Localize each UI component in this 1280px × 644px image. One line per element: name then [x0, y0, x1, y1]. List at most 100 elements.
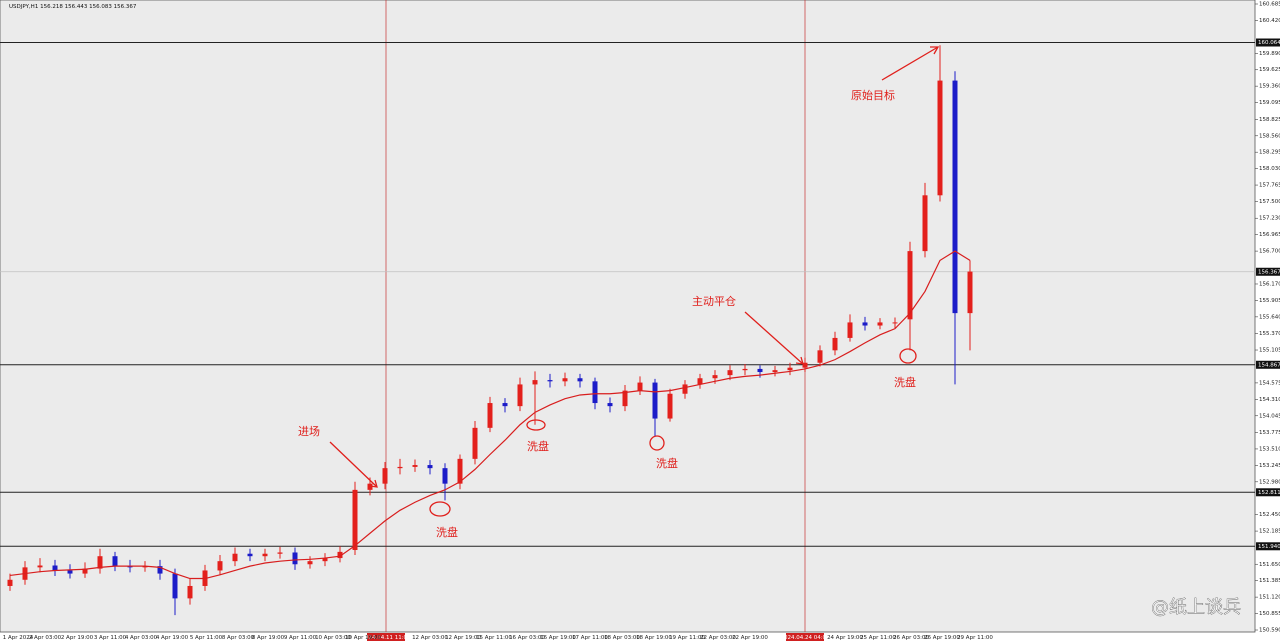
- x-tick-label: 24 Apr 19:00: [827, 635, 863, 641]
- candle-body: [367, 483, 373, 490]
- candle-body: [922, 195, 928, 252]
- x-tick-label: 17 Apr 11:00: [572, 635, 608, 641]
- last-price-label: 156.367: [1258, 269, 1280, 275]
- x-tick-label: 9 Apr 11:00: [284, 635, 317, 641]
- level-box: [1256, 38, 1280, 47]
- header: USDJPY,H1 156.218 156.443 156.083 156.36…: [9, 4, 137, 10]
- x-tick-label: 22 Apr 19:00: [732, 635, 768, 641]
- header-close: 156.367: [114, 4, 137, 10]
- time-highlight: [786, 633, 824, 641]
- x-tick-label: 10 Apr 03:00: [315, 635, 351, 641]
- y-tick-label: 151.120: [1259, 595, 1280, 601]
- y-tick-label: 159.360: [1259, 84, 1280, 90]
- annotation: 洗盘: [656, 456, 678, 470]
- candle-body: [247, 553, 253, 557]
- y-tick-label: 155.640: [1259, 314, 1280, 320]
- x-tick-label: 3 Apr 11:00: [94, 635, 127, 641]
- x-tick-label: 18 Apr 03:00: [604, 635, 640, 641]
- candle-body: [892, 322, 898, 324]
- x-tick-label: 15 Apr 11:00: [476, 635, 512, 641]
- x-tick-label: 4 Apr 19:00: [156, 635, 189, 641]
- x-tick-label: 25 Apr 11:00: [860, 635, 896, 641]
- candle-body: [742, 368, 748, 371]
- header-high: 156.443: [65, 4, 88, 10]
- y-tick-label: 155.905: [1259, 298, 1280, 304]
- arrow: [744, 311, 804, 365]
- candle-body: [757, 368, 763, 373]
- candle-body: [82, 568, 88, 574]
- candle-body: [412, 465, 418, 467]
- candle-body: [307, 561, 313, 565]
- y-tick-label: 153.775: [1259, 430, 1280, 436]
- y-tick-label: 155.105: [1259, 348, 1280, 354]
- header-open: 156.218: [40, 4, 63, 10]
- level-box: [1256, 360, 1280, 369]
- level-box: [1256, 542, 1280, 551]
- annotation: 洗盘: [527, 439, 549, 453]
- candle-body: [727, 370, 733, 376]
- annotation: 洗盘: [894, 375, 916, 389]
- x-tick-label: 5 Apr 11:00: [190, 635, 223, 641]
- candle-body: [187, 585, 193, 599]
- x-tick-label: 12 Apr 19:00: [445, 635, 481, 641]
- y-tick-label: 160.685: [1259, 2, 1280, 8]
- x-tick-label: 12 Apr 03:00: [412, 635, 448, 641]
- candle-body: [52, 565, 58, 571]
- time-highlight-label: 2024.04.24 04:00: [780, 635, 830, 641]
- candle-body: [787, 367, 793, 371]
- candle-body: [637, 382, 643, 391]
- time-highlight-label: 2024.04.11 11:00: [361, 635, 411, 641]
- candle-body: [667, 393, 673, 419]
- y-tick-label: 157.765: [1259, 183, 1280, 189]
- y-tick-label: 150.590: [1259, 628, 1280, 634]
- candle-body: [937, 80, 943, 196]
- x-tick-label: 2 Apr 19:00: [61, 635, 94, 641]
- x-tick-label: 16 Apr 03:00: [509, 635, 545, 641]
- candle-body: [172, 573, 178, 599]
- candle-body: [502, 403, 508, 407]
- y-tick-label: 157.230: [1259, 216, 1280, 222]
- circle: [649, 435, 665, 451]
- x-tick-label: 26 Apr 03:00: [893, 635, 929, 641]
- candle-body: [802, 362, 808, 368]
- header-low: 156.083: [89, 4, 112, 10]
- candle-body: [442, 468, 448, 484]
- candle-body: [862, 322, 868, 326]
- candle-body: [7, 579, 13, 586]
- annotation: 主动平仓: [692, 294, 736, 308]
- x-tick-label: 22 Apr 03:00: [700, 635, 736, 641]
- x-tick-label: 8 Apr 03:00: [222, 635, 255, 641]
- plot-area: [0, 0, 1256, 633]
- x-tick-label: 16 Apr 19:00: [540, 635, 576, 641]
- candle-body: [907, 251, 913, 320]
- level-label: 154.867: [1258, 362, 1280, 368]
- x-tick-label: 29 Apr 11:00: [957, 635, 993, 641]
- y-tick-label: 154.310: [1259, 397, 1280, 403]
- candle-body: [472, 427, 478, 459]
- candle-body: [97, 556, 103, 569]
- candle-body: [397, 466, 403, 469]
- y-tick-label: 158.825: [1259, 117, 1280, 123]
- y-tick-label: 152.980: [1259, 479, 1280, 485]
- candle-body: [352, 489, 358, 551]
- candle-body: [967, 271, 973, 314]
- annotation: 原始目标: [851, 88, 895, 102]
- candle-body: [232, 553, 238, 562]
- level-label: 160.064: [1258, 40, 1280, 46]
- moving-average: [9, 250, 971, 580]
- y-tick-label: 158.030: [1259, 166, 1280, 172]
- arrow: [881, 46, 939, 81]
- candle-body: [847, 322, 853, 338]
- x-tick-label: 19 Apr 11:00: [669, 635, 705, 641]
- arrow: [329, 441, 378, 488]
- candle-body: [292, 552, 298, 565]
- y-tick-label: 156.965: [1259, 232, 1280, 238]
- candle-body: [547, 380, 553, 382]
- y-tick-label: 159.890: [1259, 51, 1280, 57]
- watermark: @纸上谈兵: [1151, 597, 1241, 618]
- annotation: 洗盘: [436, 525, 458, 539]
- circle: [899, 348, 917, 364]
- candle-body: [37, 565, 43, 568]
- level-label: 151.940: [1258, 544, 1280, 550]
- candle-body: [577, 378, 583, 382]
